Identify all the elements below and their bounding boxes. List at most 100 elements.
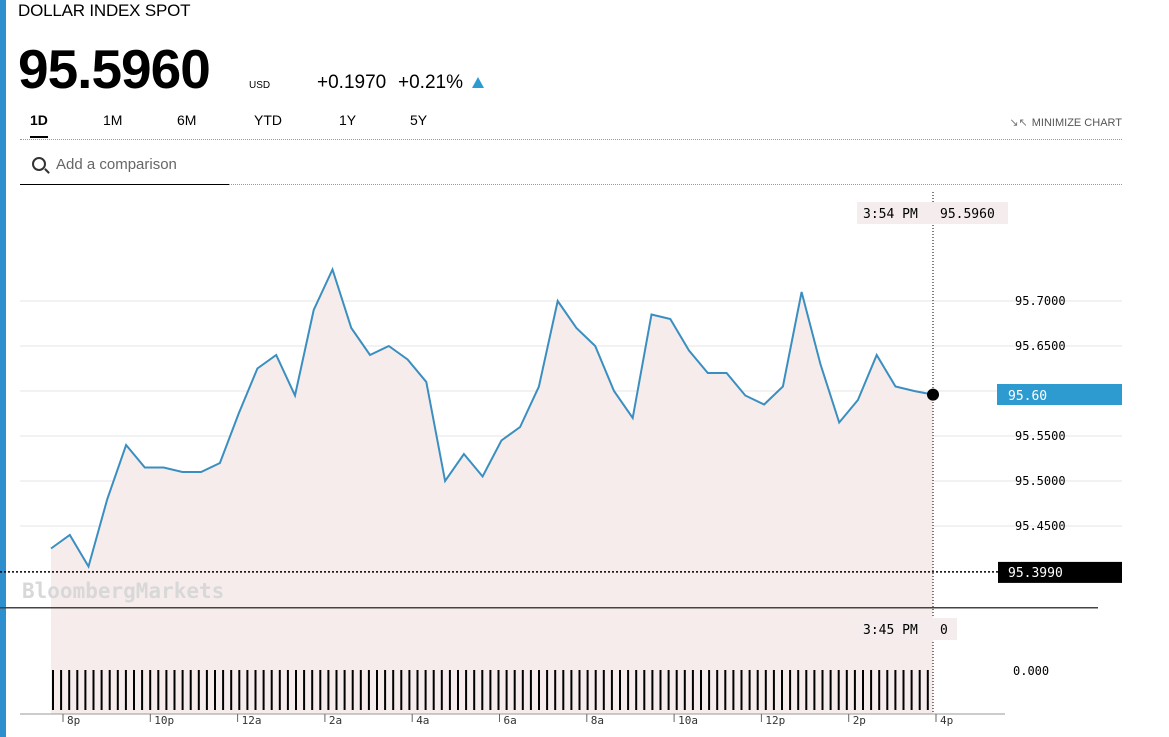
up-arrow-icon bbox=[472, 77, 484, 88]
volume-bar bbox=[505, 670, 508, 710]
volume-bar bbox=[748, 670, 751, 710]
volume-bar bbox=[408, 670, 411, 710]
volume-bar bbox=[926, 670, 929, 710]
volume-bar bbox=[270, 670, 273, 710]
volume-bar bbox=[311, 670, 314, 710]
volume-bar bbox=[716, 670, 719, 710]
volume-bar bbox=[594, 670, 597, 710]
volume-bar bbox=[238, 670, 241, 710]
volume-bar bbox=[214, 670, 216, 710]
volume-bar bbox=[165, 670, 168, 710]
comparison-search bbox=[20, 150, 229, 185]
net-change: +0.1970 bbox=[317, 72, 387, 93]
volume-bar bbox=[481, 670, 484, 710]
search-icon bbox=[32, 157, 46, 171]
volume-bar bbox=[829, 670, 832, 710]
x-tick-label: 8a bbox=[591, 714, 604, 727]
volume-bar bbox=[68, 670, 71, 710]
volume-bar bbox=[448, 670, 451, 710]
price-area bbox=[51, 269, 933, 714]
volume-bar bbox=[100, 670, 103, 710]
volume-bar bbox=[635, 670, 638, 710]
last-time-tooltip: 3:54 PM 95.5960 bbox=[857, 202, 1008, 224]
volume-bar bbox=[886, 670, 889, 710]
volume-bar bbox=[133, 670, 135, 710]
currency-label: USD bbox=[249, 80, 271, 91]
volume-bar bbox=[222, 670, 225, 710]
volume-bar bbox=[392, 670, 395, 710]
volume-bar bbox=[724, 670, 727, 710]
volume-bar bbox=[764, 670, 767, 710]
volume-bar bbox=[440, 670, 443, 710]
left-accent-bar bbox=[0, 0, 6, 737]
volume-bar bbox=[457, 670, 459, 710]
minimize-icon: ↘↖ bbox=[1009, 117, 1028, 129]
volume-bar bbox=[60, 670, 63, 710]
volume-bar bbox=[821, 670, 824, 710]
minimize-chart-button[interactable]: ↘↖ MINIMIZE CHART bbox=[1009, 116, 1122, 129]
x-tick-label: 8p bbox=[67, 714, 80, 727]
y-tick-label: 95.5500 bbox=[1015, 429, 1066, 443]
volume-bar bbox=[327, 670, 330, 710]
x-axis: 8p 10p 12a 2a 4a 6a 8a 10a 12p 2p 4p bbox=[20, 713, 1005, 727]
volume-bar bbox=[205, 670, 208, 710]
x-tick-label: 6a bbox=[504, 714, 517, 727]
volume-bar bbox=[740, 670, 743, 710]
volume-bar bbox=[181, 670, 184, 710]
volume-axis-label: 0.000 bbox=[1013, 664, 1049, 678]
volume-bar bbox=[343, 670, 346, 710]
volume-bar bbox=[862, 670, 864, 710]
volume-bar bbox=[173, 670, 176, 710]
volume-bar bbox=[894, 670, 897, 710]
volume-bar bbox=[295, 670, 297, 710]
page-title: DOLLAR INDEX SPOT bbox=[18, 1, 191, 20]
volume-time-value: 0 bbox=[940, 623, 948, 638]
y-tick-label: 95.6500 bbox=[1015, 339, 1066, 353]
volume-bar bbox=[376, 670, 378, 710]
volume-bar bbox=[708, 670, 711, 710]
volume-bar bbox=[781, 670, 783, 710]
volume-bar bbox=[667, 670, 670, 710]
volume-bar bbox=[335, 670, 338, 710]
tab-1d[interactable]: 1D bbox=[30, 112, 48, 138]
volume-bar bbox=[465, 670, 468, 710]
volume-bar bbox=[262, 670, 265, 710]
tab-ytd[interactable]: YTD bbox=[254, 112, 282, 128]
volume-bar bbox=[845, 670, 848, 710]
volume-bar bbox=[554, 670, 557, 710]
last-price-marker bbox=[927, 388, 939, 401]
volume-bar bbox=[319, 670, 322, 710]
volume-bar bbox=[108, 670, 111, 710]
last-time-value: 95.5960 bbox=[940, 207, 995, 222]
volume-bars bbox=[52, 670, 929, 710]
volume-bar bbox=[424, 670, 427, 710]
volume-bar bbox=[878, 670, 881, 710]
volume-bar bbox=[578, 670, 581, 710]
volume-time: 3:45 PM bbox=[863, 623, 918, 638]
volume-bar bbox=[610, 670, 613, 710]
volume-bar bbox=[659, 670, 662, 710]
tab-1m[interactable]: 1M bbox=[103, 112, 123, 128]
volume-bar bbox=[586, 670, 589, 710]
y-tick-label: 95.5000 bbox=[1015, 474, 1066, 488]
x-tick-label: 10a bbox=[678, 714, 698, 727]
volume-bar bbox=[497, 670, 500, 710]
tab-1y[interactable]: 1Y bbox=[339, 112, 357, 128]
volume-bar bbox=[789, 670, 792, 710]
volume-bar bbox=[303, 670, 306, 710]
tab-6m[interactable]: 6M bbox=[177, 112, 197, 128]
volume-bar bbox=[918, 670, 921, 710]
volume-bar bbox=[197, 670, 200, 710]
y-axis: 95.7000 95.6500 95.5500 95.5000 95.4500 bbox=[1015, 294, 1066, 533]
volume-bar bbox=[675, 670, 678, 710]
volume-bar bbox=[124, 670, 127, 710]
comparison-input[interactable] bbox=[54, 152, 228, 176]
volume-bar bbox=[489, 670, 492, 710]
tab-5y[interactable]: 5Y bbox=[410, 112, 428, 128]
x-tick-label: 4a bbox=[416, 714, 429, 727]
tabs-divider bbox=[20, 139, 1122, 140]
volume-bar bbox=[359, 670, 362, 710]
volume-bar bbox=[902, 670, 905, 710]
volume-bar bbox=[602, 670, 605, 710]
